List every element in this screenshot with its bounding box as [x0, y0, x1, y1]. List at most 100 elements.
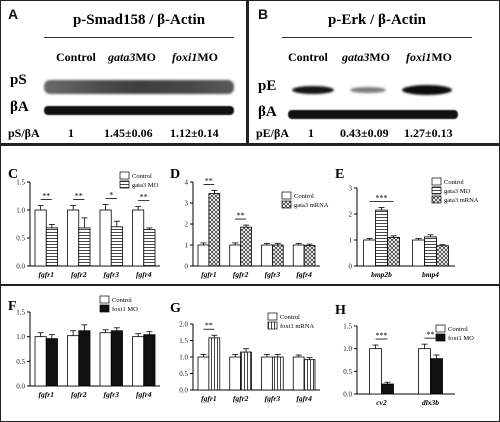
bar-f-fgfr1-2: [45, 338, 58, 387]
legend-label-d: Control: [294, 193, 314, 200]
legend-swatch-f: [99, 304, 110, 313]
x-tick-label-h: dlx3b: [422, 398, 439, 407]
bar-g-fgfr3-2: [271, 356, 284, 391]
x-tick-label-c: fgfr3: [104, 270, 120, 279]
x-tick-label-c: fgfr4: [136, 270, 152, 279]
column-label-foxi1mo-b: foxi1MO: [406, 50, 453, 64]
bar-c-fgfr3-2: [110, 226, 123, 267]
bar-d-fgfr4-1: [292, 244, 305, 267]
blot-band-ps: [44, 80, 234, 94]
bar-c-fgfr4-1: [132, 209, 145, 267]
bar-f-fgfr2-1: [67, 335, 80, 387]
x-tick-label-f: fgfr1: [39, 390, 54, 399]
x-tick-label-g: fgfr1: [201, 394, 216, 403]
legend-label-g: foxi1 mRNA: [280, 323, 314, 330]
bar-g-fgfr3-1: [261, 356, 273, 391]
x-tick-label-f: fgfr3: [104, 390, 120, 399]
bar-e-bmp2b-2: [375, 209, 388, 267]
ratio-foxi1mo-b: 1.27±0.13: [404, 126, 453, 140]
y-tick-label-d: 1: [185, 242, 189, 250]
bar-c-fgfr1-2: [45, 227, 58, 267]
y-tick-label-g: 1.5: [179, 337, 188, 345]
blot-band-pe-foxi1mo: [402, 85, 452, 95]
legend-swatch-c: [119, 171, 130, 180]
y-tick-label-e: 3: [349, 185, 353, 193]
blot-band-ba-b: [288, 110, 458, 119]
bar-d-fgfr1-1: [197, 244, 210, 267]
y-tick-label-g: 0.5: [179, 370, 188, 378]
legend-swatch-e: [431, 186, 442, 195]
legend-label-c: gata3 MO: [132, 182, 158, 189]
bar-e-bmp2b-1: [363, 239, 376, 267]
legend-label-h: Control: [448, 326, 468, 333]
legend-label-f: foxi1 MO: [112, 306, 138, 313]
x-tick-label-e: bmp4: [422, 270, 439, 279]
significance-mark-c: **: [42, 192, 50, 201]
row-label-ba-a: βA: [10, 99, 29, 115]
legend-label-f: Control: [112, 297, 132, 304]
bar-g-fgfr1-1: [197, 356, 210, 391]
y-tick-label-h: 1.5: [343, 323, 352, 331]
legend-swatch-h: [435, 333, 446, 342]
x-tick-label-d: fgfr4: [296, 270, 312, 279]
bar-h-cv2-1: [369, 348, 382, 395]
y-tick-label-g: 1.0: [179, 354, 188, 362]
bar-d-fgfr2-1: [229, 244, 242, 267]
ratio-gata3mo-b: 0.43±0.09: [340, 126, 389, 140]
x-tick-label-g: fgfr4: [296, 394, 312, 403]
legend-label-d: gata3 mRNA: [294, 202, 329, 209]
y-tick-label-f: 0.5: [16, 358, 25, 366]
x-tick-label-d: fgfr1: [201, 270, 216, 279]
row-label-pe: pE: [258, 78, 277, 94]
significance-mark-g: **: [205, 321, 213, 330]
panel-label-c: C: [8, 167, 18, 182]
legend-swatch-e: [431, 195, 442, 204]
column-label-foxi1mo-a: foxi1MO: [172, 50, 219, 64]
bar-e-bmp4-3: [436, 245, 449, 267]
y-tick-label-f: 1.0: [16, 333, 25, 341]
panel-label-h: H: [335, 303, 346, 318]
y-tick-label-f: 0.0: [16, 383, 25, 391]
x-tick-label-c: fgfr2: [71, 270, 87, 279]
significance-mark-h: **: [427, 330, 435, 339]
significance-mark-c: **: [75, 192, 83, 201]
bar-h-cv2-2: [381, 383, 394, 395]
y-tick-label-d: 0: [185, 263, 189, 271]
significance-mark-c: *: [109, 190, 113, 199]
blot-band-ba-a: [44, 106, 234, 115]
significance-mark-e: ***: [376, 194, 388, 203]
legend-label-e: gata3 mRNA: [444, 197, 479, 204]
y-tick-label-e: 2: [349, 211, 353, 219]
x-tick-label-f: fgfr2: [71, 390, 87, 399]
y-tick-label-d: 3: [185, 200, 189, 208]
panel-label-e: E: [335, 167, 344, 182]
blot-title-a: p-Smad158 / β-Actin: [72, 12, 206, 28]
legend-swatch-d: [281, 200, 292, 209]
y-tick-label-g: 2.0: [179, 321, 188, 329]
bar-h-dlx3b-1: [418, 348, 431, 395]
legend-label-e: gata3 MO: [444, 188, 470, 195]
y-tick-label-d: 4: [185, 179, 189, 187]
legend-label-c: Control: [132, 173, 152, 180]
bar-c-fgfr1-1: [34, 209, 47, 267]
x-tick-label-d: fgfr3: [265, 270, 281, 279]
significance-mark-d: **: [237, 211, 245, 220]
bar-c-fgfr2-2: [78, 227, 91, 267]
y-tick-label-c: 0.5: [16, 235, 25, 243]
x-tick-label-h: cv2: [376, 398, 387, 407]
bar-d-fgfr3-1: [261, 244, 273, 267]
bar-e-bmp2b-3: [387, 236, 400, 267]
panel-label-a: A: [8, 6, 19, 22]
bar-f-fgfr3-1: [99, 332, 112, 387]
x-tick-label-e: bmp2b: [371, 270, 392, 279]
bar-f-fgfr1-1: [34, 336, 47, 387]
bar-c-fgfr2-1: [67, 209, 80, 267]
column-label-control-b: Control: [288, 50, 328, 64]
bar-f-fgfr4-2: [143, 334, 156, 387]
x-tick-label-c: fgfr1: [39, 270, 54, 279]
bar-g-fgfr4-1: [292, 356, 305, 391]
y-tick-label-c: 0.0: [16, 263, 25, 271]
legend-swatch-g: [267, 312, 278, 321]
y-tick-label-e: 1: [349, 237, 353, 245]
bar-g-fgfr2-2: [240, 351, 252, 391]
